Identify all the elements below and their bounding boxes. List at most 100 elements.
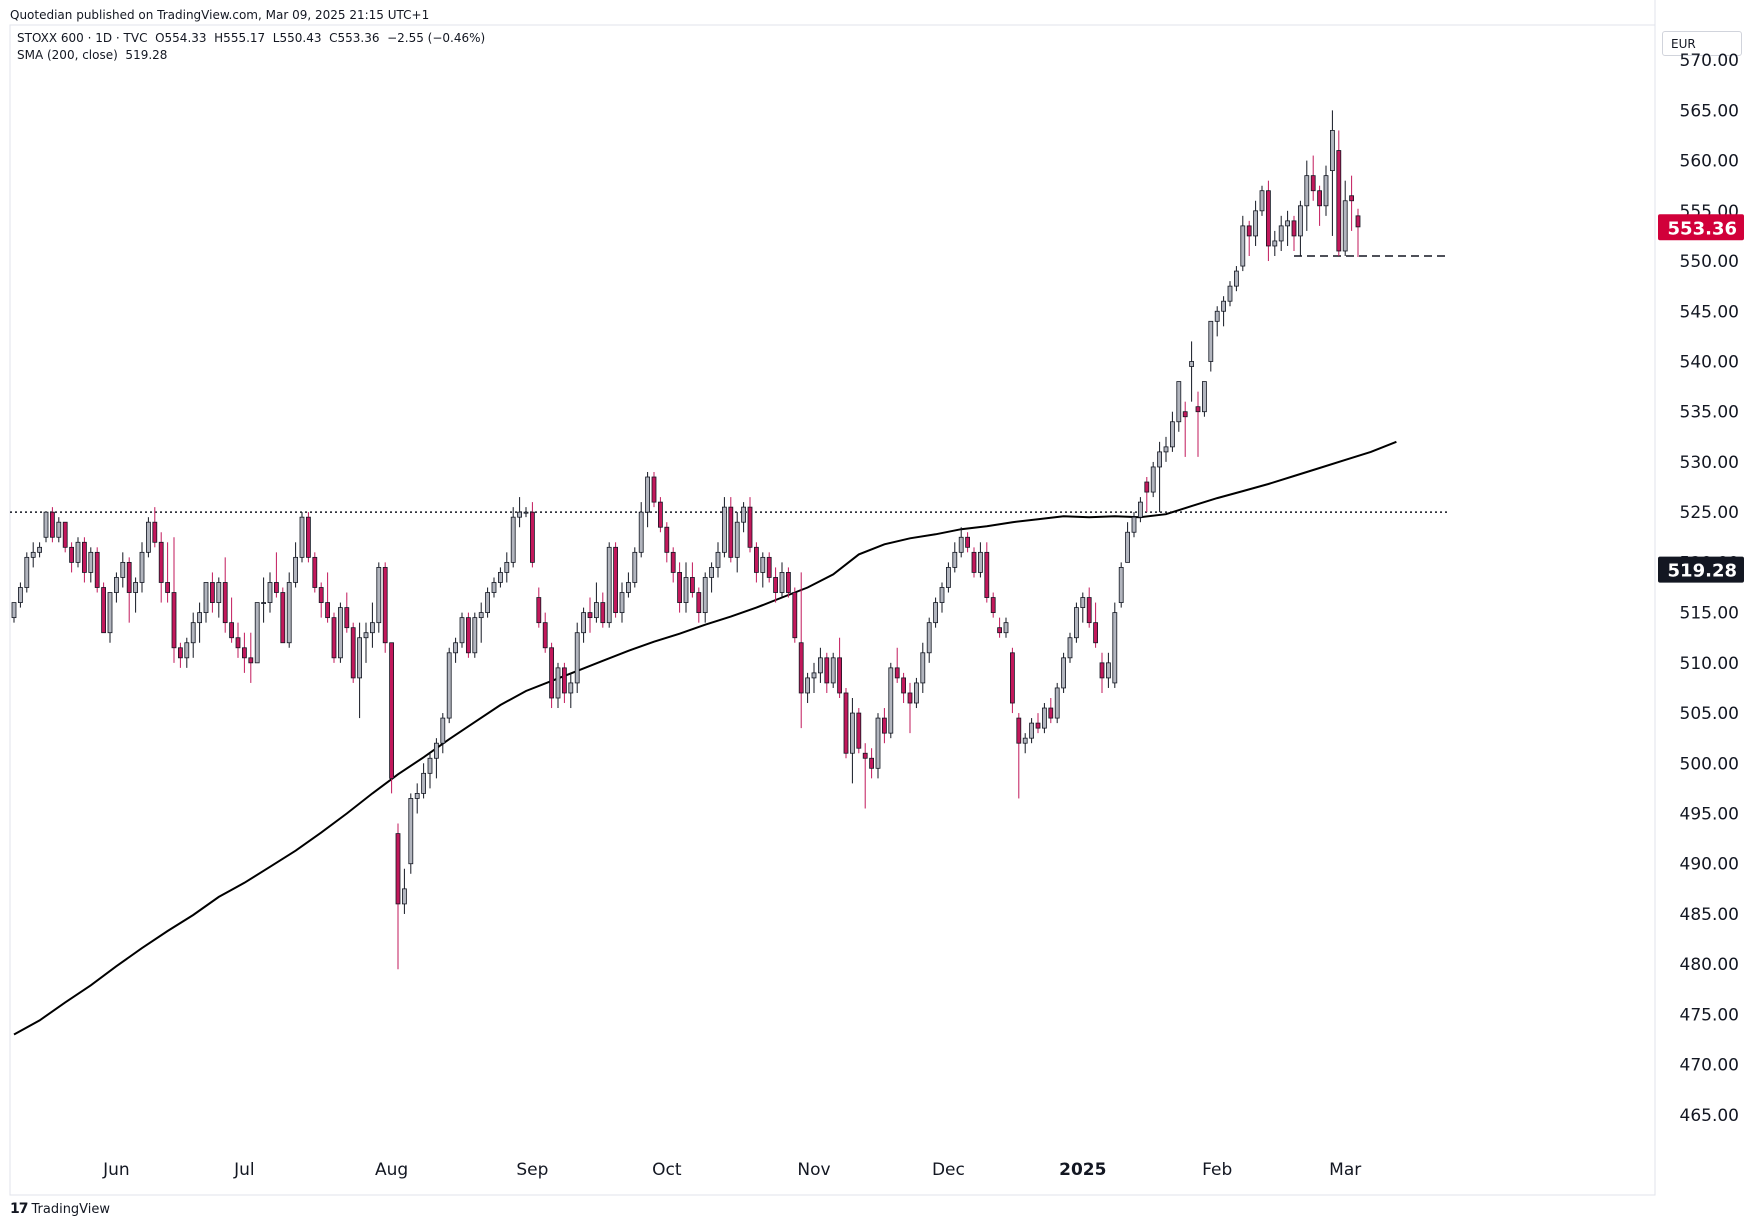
candle-body: [1086, 597, 1092, 624]
candle: [1003, 617, 1009, 638]
candle: [606, 542, 612, 628]
x-tick-label: 2025: [1059, 1160, 1106, 1180]
candle-body: [638, 511, 644, 553]
candle: [510, 507, 516, 568]
candle-body: [517, 511, 522, 518]
candle-body: [1106, 662, 1111, 679]
candle: [337, 602, 343, 663]
candle: [997, 617, 1002, 638]
y-tick-label: 545.00: [1680, 302, 1739, 322]
candle-body: [177, 647, 183, 659]
candle-body: [792, 592, 798, 639]
candle: [811, 662, 817, 693]
candle-body: [440, 717, 446, 744]
candle: [171, 537, 177, 663]
candle-body: [632, 551, 638, 583]
candle-body: [1304, 175, 1310, 207]
candle: [1285, 210, 1290, 246]
candle-body: [1253, 210, 1258, 237]
candle: [587, 597, 593, 633]
candle: [664, 522, 670, 563]
candle: [830, 652, 836, 688]
candle: [1317, 185, 1322, 226]
candle-body: [728, 506, 734, 558]
candle: [107, 592, 113, 643]
x-tick-label: Mar: [1329, 1160, 1361, 1180]
currency-unit-button[interactable]: EUR: [1662, 31, 1742, 56]
candle-body: [1035, 722, 1041, 729]
candle-body: [658, 501, 663, 528]
candle: [690, 562, 695, 598]
candle: [613, 542, 618, 618]
candle: [1208, 320, 1214, 372]
candle: [504, 552, 510, 583]
candle: [11, 602, 17, 623]
candle: [88, 547, 94, 583]
candle-body: [197, 612, 203, 624]
candle-body: [965, 536, 970, 548]
candle: [958, 527, 964, 558]
y-tick-label: 495.00: [1680, 805, 1739, 825]
candle: [120, 552, 126, 588]
candle-body: [305, 516, 311, 558]
candle: [677, 562, 682, 613]
candle-body: [1061, 657, 1066, 689]
candle-body: [562, 667, 567, 694]
candle-body: [600, 602, 606, 624]
y-tick-label: 535.00: [1680, 403, 1739, 423]
candle-body: [43, 511, 49, 538]
candle-body: [869, 757, 874, 769]
candle-body: [1349, 195, 1354, 202]
candle-body: [1112, 612, 1118, 684]
candle-body: [273, 582, 279, 593]
candle-body: [651, 476, 657, 503]
candle-body: [971, 551, 977, 573]
candle-body: [337, 607, 343, 659]
candle: [421, 763, 427, 799]
candle: [914, 677, 919, 709]
candle: [1093, 602, 1098, 648]
candle-body: [811, 672, 817, 679]
candle: [568, 672, 574, 709]
candle: [1234, 266, 1239, 292]
symbol-legend[interactable]: STOXX 600 · 1D · TVC O554.33 H555.17 L55…: [17, 31, 486, 45]
candle: [651, 471, 657, 508]
candle: [17, 582, 23, 608]
candle-body: [478, 612, 484, 619]
x-tick-label: Feb: [1202, 1160, 1232, 1180]
candle: [1150, 461, 1156, 498]
candle-body: [683, 577, 689, 603]
candle: [1042, 703, 1047, 734]
candle-body: [837, 657, 842, 694]
candle-body: [1208, 320, 1214, 362]
candle-body: [209, 582, 215, 603]
candle-body: [395, 833, 401, 905]
candle-body: [1176, 381, 1182, 423]
candle-body: [75, 541, 81, 563]
candle: [1086, 587, 1092, 628]
candle: [574, 622, 580, 693]
candle: [658, 497, 663, 533]
candle: [1022, 733, 1028, 754]
candle: [286, 572, 292, 648]
candle-body: [709, 567, 714, 578]
candle: [734, 512, 740, 573]
last-price-badge: 553.36: [1658, 214, 1744, 241]
candle-body: [754, 546, 759, 573]
candle-body: [50, 511, 55, 538]
sma-legend[interactable]: SMA (200, close) 519.28: [17, 48, 168, 62]
candle-body: [1214, 310, 1220, 322]
candle-body: [1099, 662, 1105, 679]
candle-body: [145, 521, 151, 553]
candle: [773, 567, 778, 603]
candle-body: [37, 546, 42, 553]
candle: [75, 537, 81, 568]
candle: [862, 743, 868, 809]
candle: [1349, 175, 1354, 231]
candle: [882, 708, 887, 744]
candle: [632, 547, 638, 588]
tradingview-logo[interactable]: 17 TradingView: [10, 1201, 110, 1217]
candle-body: [235, 637, 241, 649]
candle-body: [574, 632, 580, 684]
